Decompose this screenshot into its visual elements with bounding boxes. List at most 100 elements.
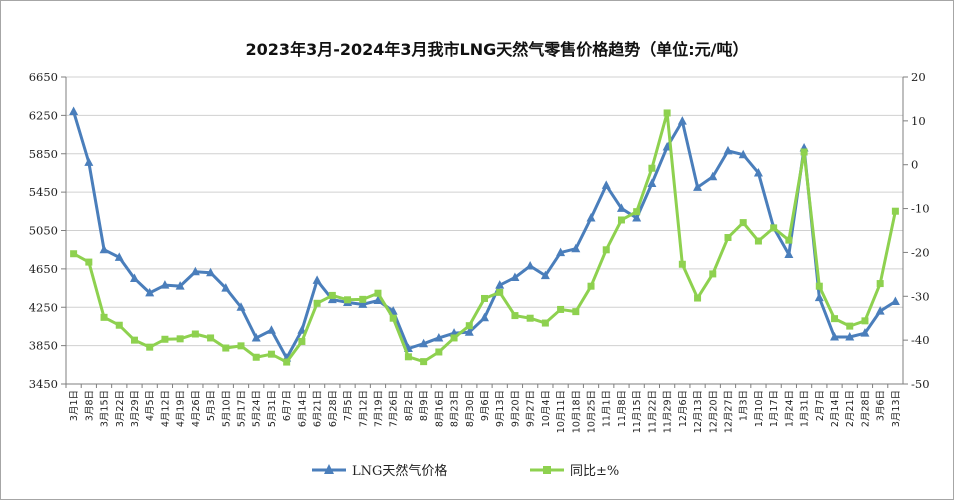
x-tick-label: 11月15日 bbox=[632, 390, 643, 433]
yoy-point bbox=[450, 334, 458, 342]
yoy-point bbox=[709, 270, 717, 278]
yoy-point bbox=[298, 337, 306, 345]
right-tick-label: -10 bbox=[911, 202, 930, 216]
yoy-point bbox=[481, 294, 488, 302]
price-point bbox=[601, 180, 611, 189]
yoy-point bbox=[496, 288, 504, 296]
x-tick-label: 2月14日 bbox=[830, 390, 841, 427]
x-tick-label: 5月3日 bbox=[206, 390, 217, 421]
x-tick-label: 11月1日 bbox=[602, 390, 613, 427]
price-point bbox=[875, 306, 885, 315]
yoy-point bbox=[770, 224, 778, 232]
yoy-point bbox=[313, 299, 321, 307]
x-tick-label: 2月28日 bbox=[860, 390, 871, 427]
x-tick-label: 9月6日 bbox=[480, 390, 491, 421]
price-point bbox=[114, 252, 124, 261]
price-point bbox=[434, 332, 444, 342]
x-tick-label: 2月21日 bbox=[845, 390, 856, 427]
yoy-point bbox=[526, 314, 534, 322]
x-tick-label: 5月24日 bbox=[252, 390, 263, 427]
price-point bbox=[480, 312, 489, 322]
grid-lines bbox=[66, 76, 903, 347]
yoy-point bbox=[602, 246, 610, 254]
legend-triangle-marker bbox=[324, 464, 334, 474]
yoy-point bbox=[831, 315, 839, 323]
price-point bbox=[693, 182, 703, 191]
price-point bbox=[358, 299, 368, 308]
yoy-point bbox=[617, 216, 625, 224]
left-tick-label: 5050 bbox=[29, 224, 58, 238]
price-point bbox=[860, 328, 870, 337]
x-tick-label: 4月5日 bbox=[145, 390, 156, 421]
x-tick-label: 12月20日 bbox=[708, 390, 719, 433]
right-tick-label: -40 bbox=[911, 333, 930, 347]
yoy-point bbox=[754, 237, 762, 245]
yoy-point bbox=[283, 358, 291, 366]
yoy-point bbox=[511, 312, 519, 320]
left-tick-label: 5450 bbox=[29, 185, 58, 199]
x-tick-label: 7月19日 bbox=[373, 390, 384, 427]
yoy-point bbox=[115, 321, 123, 329]
left-tick-label: 3850 bbox=[29, 339, 58, 353]
yoy-point bbox=[100, 313, 108, 321]
yoy-point bbox=[374, 289, 382, 297]
yoy-point bbox=[815, 282, 823, 290]
legend-square-marker bbox=[543, 466, 551, 474]
x-tick-label: 6月14日 bbox=[297, 390, 308, 427]
price-point bbox=[616, 203, 626, 212]
price-point bbox=[495, 280, 505, 289]
x-tick-label: 3月22日 bbox=[115, 390, 126, 427]
price-point bbox=[738, 149, 748, 159]
right-tick-label: -20 bbox=[911, 245, 930, 259]
x-tick-label: 7月5日 bbox=[343, 390, 354, 421]
price-point bbox=[69, 106, 79, 116]
yoy-point bbox=[572, 308, 580, 316]
right-tick-label: -30 bbox=[911, 289, 930, 303]
yoy-point bbox=[861, 317, 869, 325]
yoy-point bbox=[420, 358, 428, 366]
yoy-point bbox=[694, 294, 702, 302]
yoy-point bbox=[435, 348, 443, 356]
x-tick-label: 4月12日 bbox=[160, 390, 171, 427]
price-point bbox=[647, 178, 657, 187]
x-tick-label: 4月19日 bbox=[176, 390, 187, 427]
yoy-point bbox=[130, 336, 138, 344]
legend-label-1: LNG天然气价格 bbox=[352, 463, 447, 479]
yoy-point bbox=[191, 330, 199, 338]
price-point bbox=[312, 275, 322, 284]
x-tick-label: 4月26日 bbox=[191, 390, 202, 427]
x-tick-label: 8月23日 bbox=[450, 390, 461, 427]
yoy-point bbox=[587, 282, 595, 290]
yoy-point bbox=[237, 342, 245, 350]
left-tick-label: 3450 bbox=[29, 377, 58, 391]
left-tick-label: 6250 bbox=[29, 108, 58, 122]
x-tick-label: 5月10日 bbox=[221, 390, 232, 427]
x-tick-label: 10月4日 bbox=[541, 390, 552, 427]
yoy-point bbox=[724, 234, 732, 242]
x-tick-label: 6月21日 bbox=[313, 390, 324, 427]
price-point bbox=[99, 244, 109, 254]
price-point bbox=[160, 280, 170, 289]
price-point bbox=[266, 325, 276, 334]
chart-title: 2023年3月-2024年3月我市LNG天然气零售价格趋势（单位:元/吨） bbox=[246, 40, 749, 59]
price-point bbox=[632, 213, 642, 222]
price-point bbox=[830, 331, 840, 341]
price-point bbox=[586, 213, 596, 222]
price-point bbox=[236, 302, 246, 311]
x-tick-label: 1月10日 bbox=[754, 390, 765, 427]
x-tick-label: 9月13日 bbox=[495, 390, 506, 427]
x-tick-label: 9月27日 bbox=[526, 390, 537, 427]
x-tick-label: 11月29日 bbox=[663, 390, 674, 433]
x-tick-label: 3月29日 bbox=[130, 390, 141, 427]
price-point bbox=[145, 287, 155, 297]
yoy-point bbox=[633, 208, 641, 216]
yoy-point bbox=[465, 322, 473, 330]
x-tick-label: 3月15日 bbox=[100, 390, 111, 427]
legend: LNG天然气价格 同比±% bbox=[312, 463, 619, 479]
yoy-point bbox=[891, 207, 899, 215]
price-point bbox=[84, 157, 94, 166]
x-tick-label: 5月17日 bbox=[237, 390, 248, 427]
price-point bbox=[206, 267, 216, 277]
right-tick-label: 10 bbox=[911, 114, 926, 128]
